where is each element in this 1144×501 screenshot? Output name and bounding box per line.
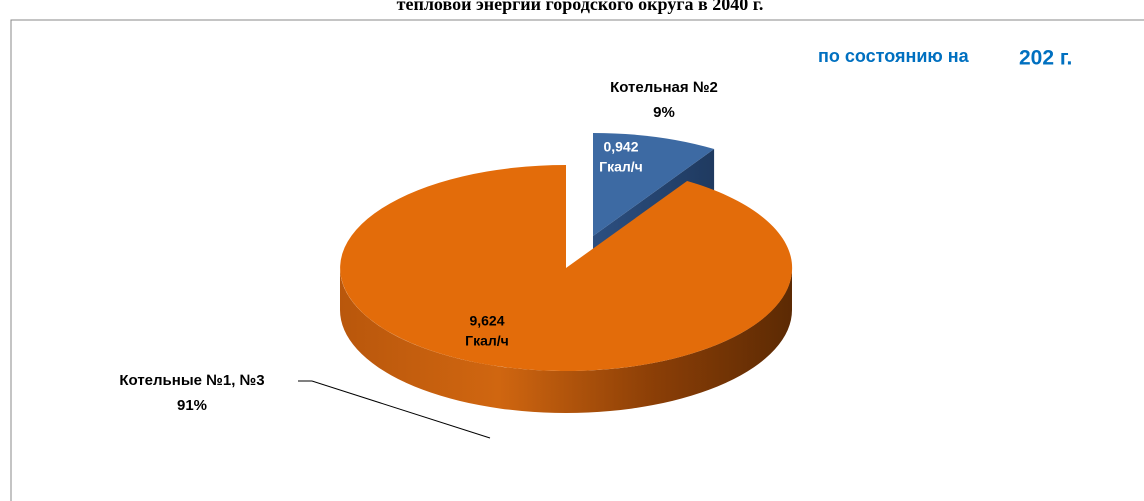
slice <box>340 165 793 413</box>
pie <box>340 132 793 413</box>
value-label: 91% <box>177 397 207 414</box>
value-label: 9% <box>653 104 675 121</box>
subtitle: по состоянию на <box>818 46 970 66</box>
chart-title: тепловой энергии городского округа в 204… <box>397 0 764 14</box>
amount-label: 9,624 <box>469 313 504 329</box>
labels: Котельная №2 9% 0,942 Гкал/ч Котельные №1, №… <box>119 79 718 414</box>
slice-wall <box>340 268 792 413</box>
amount-label: 0,942 <box>603 139 638 155</box>
subtitle: 202 г. <box>1019 47 1072 70</box>
slice-top <box>593 132 715 236</box>
leader-line <box>311 380 491 439</box>
slice-top <box>340 165 793 371</box>
amount-label: Гкал/ч <box>465 333 509 349</box>
amount-label: Гкал/ч <box>599 159 643 175</box>
category-label: Котельная №2 <box>610 79 718 96</box>
category-label: Котельные №1, №3 <box>119 372 264 389</box>
